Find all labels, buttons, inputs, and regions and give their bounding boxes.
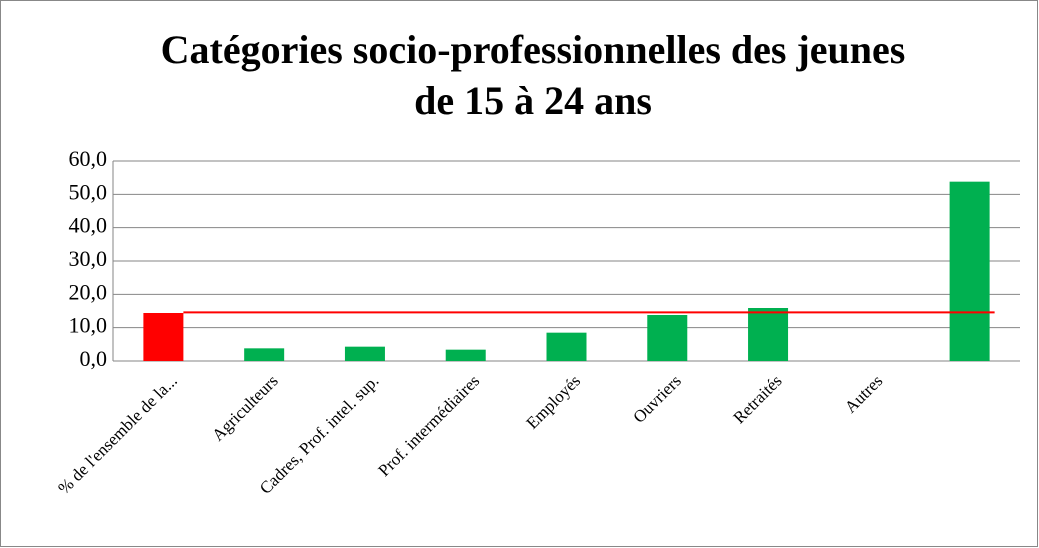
- bar: [445, 349, 486, 361]
- y-tick-label: 60,0: [69, 146, 108, 171]
- bar: [748, 308, 789, 361]
- bar: [949, 181, 990, 361]
- bar: [244, 348, 285, 361]
- bar: [647, 315, 688, 361]
- y-tick-label: 30,0: [69, 246, 108, 271]
- chart-title: de 15 à 24 ans: [414, 78, 652, 123]
- bar: [143, 313, 184, 361]
- y-tick-label: 40,0: [69, 213, 108, 238]
- y-tick-label: 10,0: [69, 313, 108, 338]
- chart-title: Catégories socio-professionnelles des je…: [161, 27, 906, 72]
- y-tick-label: 50,0: [69, 179, 108, 204]
- y-tick-label: 20,0: [69, 279, 108, 304]
- bar: [344, 346, 385, 361]
- y-tick-label: 0,0: [80, 346, 108, 371]
- bar: [546, 332, 587, 361]
